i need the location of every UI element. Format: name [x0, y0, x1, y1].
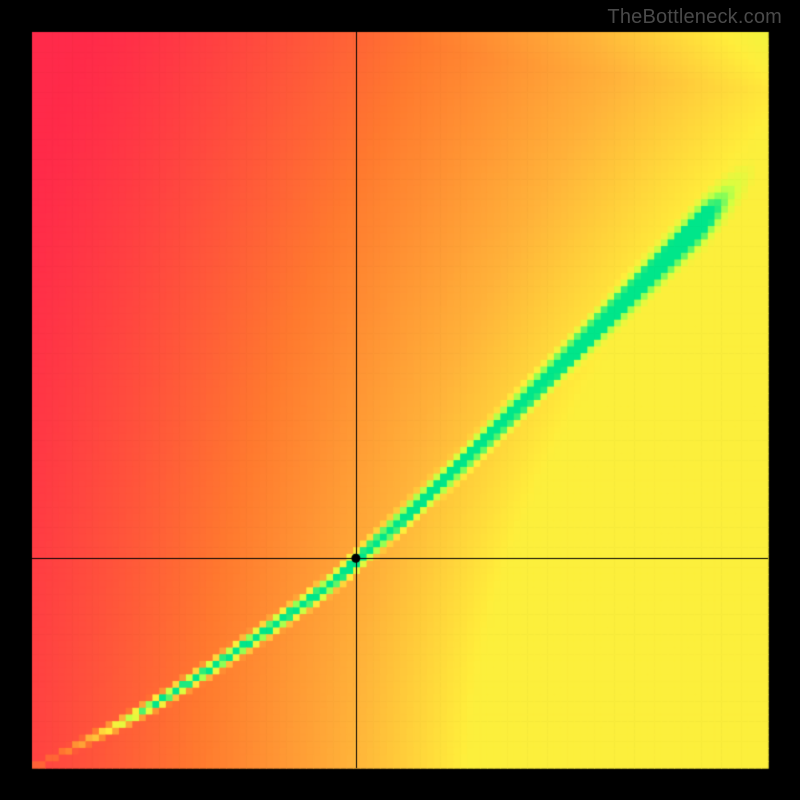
heatmap-canvas — [0, 0, 800, 800]
watermark-text: TheBottleneck.com — [607, 6, 782, 29]
figure-container: TheBottleneck.com — [0, 0, 800, 800]
